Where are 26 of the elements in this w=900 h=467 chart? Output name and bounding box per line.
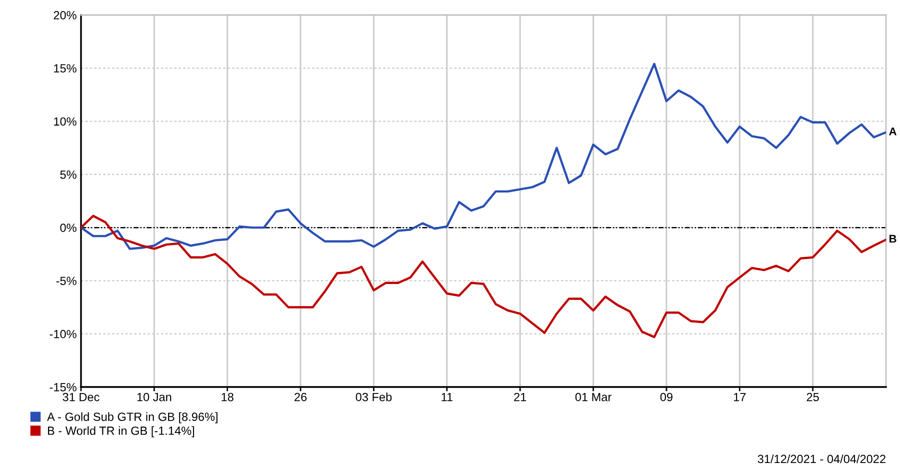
- x-tick-label: 09: [660, 392, 672, 402]
- y-tick-label: 10%: [54, 117, 76, 126]
- y-tick-label: 0%: [60, 224, 76, 232]
- text: 31/12/2021 - 04/04/2022: [758, 454, 886, 464]
- x-tick-label: 26: [294, 392, 307, 402]
- text: B: [890, 234, 896, 243]
- y-tick-label: 15%: [54, 64, 76, 73]
- y-tick-label: -10%: [50, 330, 76, 338]
- legend-label: B - World TR in GB [-1.14%]: [48, 426, 194, 438]
- line-series: [81, 62, 886, 250]
- x-tick-label: 31 Dec: [62, 392, 100, 402]
- legend-label: A - Gold Sub GTR in GB [8.96%]: [47, 412, 218, 424]
- x-tick-label: 18: [222, 392, 234, 402]
- x-tick-label: 25: [806, 392, 819, 402]
- y-tick-label: -15%: [50, 383, 76, 392]
- text: A: [889, 128, 897, 136]
- y-tick-label: 5%: [60, 170, 76, 179]
- x-tick-label: 11: [442, 392, 452, 402]
- y-tick-label: 20%: [54, 11, 76, 20]
- line-series: [81, 214, 886, 338]
- y-tick-label: -5%: [56, 276, 76, 286]
- x-tick-label: 01 Mar: [575, 392, 612, 402]
- x-tick-label: 17: [734, 392, 746, 402]
- x-tick-label: 10 Jan: [137, 392, 172, 402]
- x-tick-label: 21: [514, 392, 526, 402]
- x-tick-label: 03 Feb: [356, 392, 392, 402]
